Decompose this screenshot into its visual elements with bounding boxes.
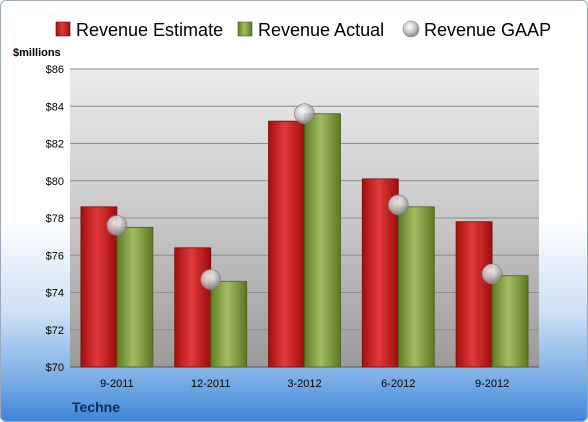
- legend-label: Revenue GAAP: [424, 20, 551, 40]
- gaap-markers: [106, 103, 503, 290]
- marker-revenue-gaap: [387, 194, 409, 216]
- bar-revenue-actual: [491, 275, 529, 368]
- legend-item-revenue-estimate: Revenue Estimate: [55, 20, 223, 40]
- bar-revenue-actual: [397, 206, 435, 368]
- legend-swatch: [237, 21, 253, 37]
- y-tick-label: $70: [46, 362, 64, 374]
- y-tick-label: $82: [46, 139, 64, 151]
- legend-swatch: [55, 21, 71, 37]
- marker-revenue-gaap: [106, 215, 128, 236]
- x-tick-label: 9-2012: [475, 378, 509, 390]
- bar-revenue-estimate: [174, 247, 212, 368]
- bar-revenue-actual: [304, 113, 341, 368]
- legend-swatch: [402, 20, 420, 38]
- x-tick-label: 3-2012: [287, 378, 321, 390]
- y-tick-label: $74: [46, 288, 64, 300]
- marker-revenue-gaap: [481, 263, 503, 285]
- marker-revenue-gaap: [294, 103, 315, 124]
- legend-label: Revenue Estimate: [76, 20, 223, 40]
- legend-item-revenue-actual: Revenue Actual: [237, 20, 384, 40]
- x-tick-label: 12-2011: [191, 378, 231, 390]
- legend-label: Revenue Actual: [258, 20, 384, 40]
- marker-revenue-gaap: [200, 269, 221, 290]
- x-axis-ticks: 9-2011 12-2011 3-2012 6-2012 9-2012: [100, 378, 509, 390]
- y-tick-label: $80: [46, 176, 64, 188]
- y-tick-label: $84: [46, 101, 64, 113]
- x-tick-label: 9-2011: [100, 378, 133, 390]
- bar-revenue-estimate: [268, 120, 305, 368]
- legend: Revenue Estimate Revenue Actual Revenue GA…: [55, 20, 551, 40]
- bar-revenue-actual: [116, 226, 154, 368]
- y-axis-ticks: $70 $72 $74 $76 $78 $80 $82 $84 $86: [46, 64, 64, 374]
- y-tick-label: $86: [46, 64, 64, 76]
- x-tick-label: 6-2012: [381, 378, 415, 390]
- legend-item-revenue-gaap: Revenue GAAP: [402, 20, 551, 40]
- bar-revenue-estimate: [455, 221, 493, 368]
- bars: [80, 113, 529, 368]
- bar-revenue-actual: [210, 280, 248, 368]
- y-axis-unit-label: $millions: [13, 47, 61, 59]
- y-tick-label: $72: [46, 325, 64, 337]
- company-name: Techne: [72, 399, 120, 415]
- y-tick-label: $76: [46, 250, 64, 262]
- y-tick-label: $78: [46, 213, 64, 225]
